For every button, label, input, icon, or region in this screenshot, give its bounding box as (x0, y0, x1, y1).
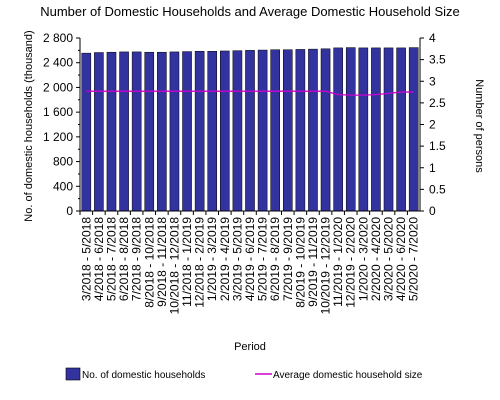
y2-tick-label: 0 (429, 204, 436, 218)
legend: No. of domestic households Average domes… (65, 367, 423, 381)
bar (358, 47, 369, 212)
x-tick-label: 6/2018 - 8/2018 (117, 217, 131, 301)
bar (371, 47, 381, 212)
y2-tick-label: 2 (429, 118, 436, 132)
bar (119, 51, 129, 212)
bar (308, 48, 318, 212)
x-tick-label: 9/2018 - 11/2018 (155, 217, 169, 307)
y2-tick-label: 3 (429, 74, 436, 88)
y2-tick-label: 1.5 (429, 139, 446, 153)
bar (106, 51, 117, 212)
bar (295, 49, 306, 212)
x-tick-label: 1/2019 - 3/2019 (205, 217, 219, 301)
bar (94, 52, 104, 212)
x-tick-label: 3/2020 - 5/2020 (382, 217, 396, 301)
bar (333, 47, 343, 212)
x-tick-label: 2/2019 - 4/2019 (218, 217, 232, 301)
y2-tick-label: 2.5 (429, 96, 446, 110)
legend-label-household-size: Average domestic household size (273, 370, 423, 381)
bar (144, 51, 155, 212)
bar (383, 47, 394, 212)
x-tick-label: 7/2019 - 9/2019 (281, 217, 295, 301)
household-size-line (86, 90, 414, 96)
x-tick-label: 5/2019 - 7/2019 (256, 217, 270, 301)
x-tick-label: 8/2018 - 10/2018 (142, 217, 156, 308)
x-tick-label: 6/2019 - 8/2019 (268, 217, 282, 301)
y-tick-label: 800 (53, 155, 73, 169)
bar (169, 51, 180, 212)
y-tick-label: 1 200 (43, 130, 73, 144)
y2-axis-title: Number of persons (473, 79, 485, 173)
bar (282, 49, 293, 212)
x-tick-label: 10/2019 - 12/2019 (319, 217, 333, 315)
y-tick-label: 0 (66, 204, 73, 218)
x-tick-label: 3/2018 - 5/2018 (79, 217, 93, 301)
x-tick-label: 4/2019 - 6/2019 (243, 217, 257, 301)
y2-tick-label: 1 (429, 161, 436, 175)
bar (320, 48, 331, 212)
x-tick-label: 4/2020 - 6/2020 (394, 217, 408, 301)
x-tick-label: 2/2020 - 4/2020 (369, 217, 383, 301)
y-tick-label: 2 800 (43, 31, 73, 45)
bar (194, 51, 205, 212)
x-tick-label: 11/2019 - 1/2020 (331, 217, 345, 307)
legend-label-households: No. of domestic households (82, 370, 205, 381)
bar (207, 51, 218, 212)
x-tick-label: 12/2018 - 2/2019 (193, 217, 207, 308)
bar (245, 50, 255, 212)
bar (131, 51, 142, 212)
y-tick-label: 2 000 (43, 80, 73, 94)
y-tick-label: 400 (53, 179, 73, 193)
x-tick-label: 11/2018 - 1/2019 (180, 217, 194, 307)
x-tick-label: 5/2018 - 7/2018 (104, 217, 118, 301)
x-tick-label: 10/2018 - 12/2018 (167, 217, 181, 315)
legend-swatch-bar (65, 367, 81, 381)
x-tick-label: 1/2020 - 3/2020 (356, 217, 370, 301)
bar (408, 47, 419, 212)
bar (396, 47, 406, 212)
bar (220, 50, 230, 212)
y2-tick-label: 4 (429, 31, 436, 45)
bar (232, 50, 243, 212)
bar (182, 51, 192, 212)
x-tick-label: 12/2019 - 2/2020 (344, 217, 358, 308)
plot-area: 0 400 800 1 200 1 600 2 000 2 400 2 800 0 0.5 1 1.5… (43, 31, 446, 314)
x-tick-label: 9/2019 - 11/2019 (306, 217, 320, 307)
x-tick-label: 3/2019 - 5/2019 (230, 217, 244, 301)
x-axis-title: Period (234, 341, 266, 353)
bar (157, 51, 167, 212)
x-tick-label: 4/2018 - 6/2018 (92, 217, 106, 301)
x-tick-label: 8/2019 - 10/2019 (293, 217, 307, 308)
bar (270, 49, 280, 212)
y-tick-label: 2 400 (43, 56, 73, 70)
y2-tick-label: 3.5 (429, 53, 446, 67)
bar (345, 47, 356, 212)
y-axis-title: No. of domestic households (thousand) (23, 30, 35, 221)
y-tick-label: 1 600 (43, 105, 73, 119)
x-tick-label: 7/2018 - 9/2018 (130, 217, 144, 301)
bar (81, 52, 92, 212)
x-tick-label: 5/2020 - 7/2020 (407, 217, 421, 301)
chart-title: Number of Domestic Households and Averag… (40, 4, 460, 19)
bar (257, 49, 268, 212)
y2-tick-label: 0.5 (429, 182, 446, 196)
